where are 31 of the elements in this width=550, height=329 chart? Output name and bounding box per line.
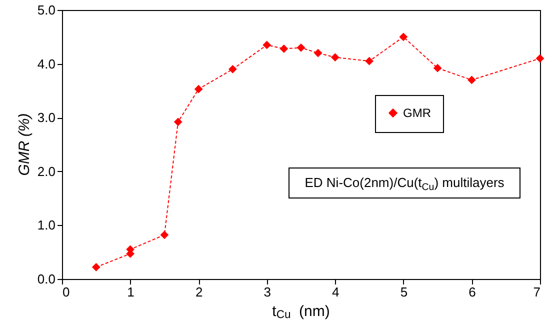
- point: [314, 48, 322, 58]
- legend-label: GMR: [403, 106, 432, 120]
- point: [468, 76, 476, 84]
- point: [174, 118, 182, 126]
- point: [365, 56, 374, 66]
- y-tick-label: 2.0: [37, 164, 56, 179]
- y-tick-label: 4.0: [37, 56, 56, 72]
- point: [228, 64, 237, 74]
- x-tick-label: 4: [332, 284, 340, 300]
- point: [92, 262, 100, 272]
- point: [280, 44, 288, 53]
- point: [399, 32, 408, 42]
- y-axis-title: GMR (%): [16, 113, 33, 176]
- point: [433, 64, 442, 72]
- point: [296, 43, 306, 52]
- y-tick-label: 0.0: [37, 272, 56, 286]
- point: [330, 53, 340, 62]
- x-tick-label: 7: [533, 284, 540, 300]
- point: [194, 84, 203, 94]
- y-tick-label: 5.0: [37, 2, 56, 18]
- x-tick-label: 6: [468, 284, 476, 300]
- y-tick-label: 1.0: [37, 218, 56, 233]
- point: [160, 230, 169, 240]
- x-tick-label: 5: [400, 284, 408, 300]
- x-tick-label: 1: [127, 284, 134, 300]
- x-tick-label: 0: [62, 284, 70, 300]
- x-tick-label: 2: [195, 284, 203, 300]
- x-tick-label: 3: [264, 284, 271, 300]
- point: [536, 54, 544, 63]
- y-tick-label: 3.0: [37, 110, 56, 126]
- point: [262, 40, 272, 50]
